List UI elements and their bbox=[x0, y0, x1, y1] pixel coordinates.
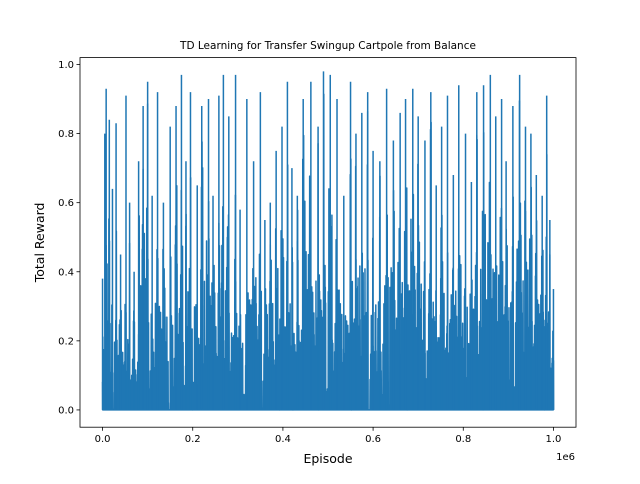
x-tick-label: 1.0 bbox=[546, 434, 562, 445]
y-tick-label: 0.2 bbox=[58, 336, 74, 347]
x-tick-label: 0.2 bbox=[185, 434, 201, 445]
axes-frame bbox=[79, 57, 577, 428]
x-tick-label: 0.4 bbox=[275, 434, 291, 445]
x-tick-label: 0.0 bbox=[95, 434, 111, 445]
x-tick-label: 0.8 bbox=[455, 434, 471, 445]
y-tick-label: 0.0 bbox=[58, 405, 74, 416]
x-tick-label: 0.6 bbox=[365, 434, 381, 445]
chart-title: TD Learning for Transfer Swingup Cartpol… bbox=[179, 40, 476, 52]
x-axis-label: Episode bbox=[303, 451, 352, 466]
y-tick-label: 1.0 bbox=[58, 60, 74, 71]
y-tick-label: 0.6 bbox=[58, 198, 74, 209]
y-tick-label: 0.8 bbox=[58, 129, 74, 140]
x-axis-offset-label: 1e6 bbox=[556, 452, 575, 463]
y-tick-label: 0.4 bbox=[58, 267, 74, 278]
y-axis-label: Total Reward bbox=[32, 203, 47, 284]
reward-series-line bbox=[101, 93, 555, 411]
